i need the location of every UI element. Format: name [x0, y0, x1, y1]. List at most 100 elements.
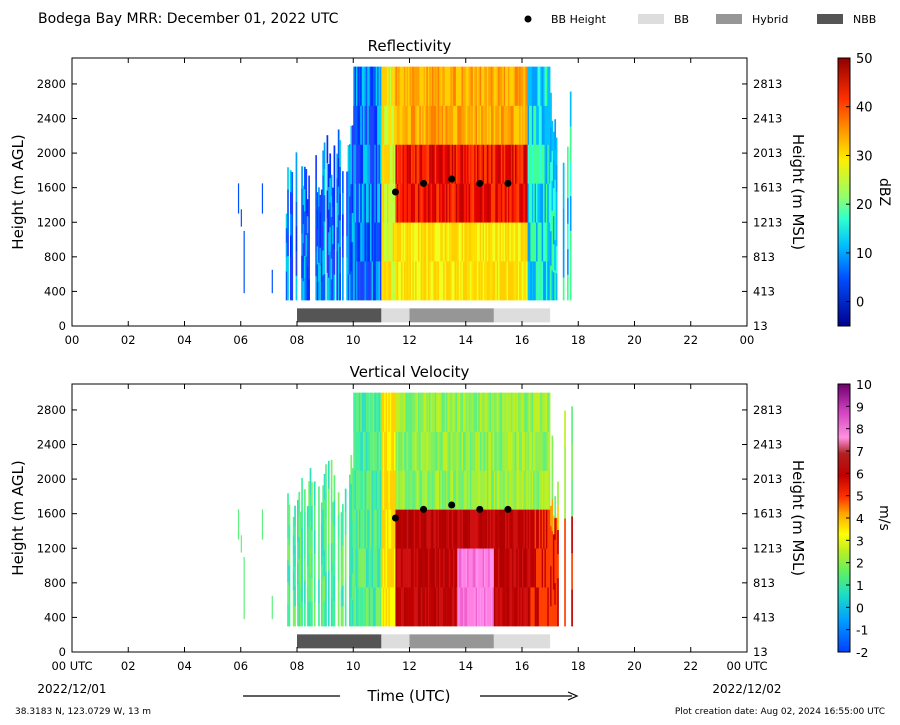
colorbar-tick-label: 3	[856, 533, 864, 548]
x-tick-label: 22	[683, 333, 698, 347]
y-tick-label-right: 1213	[753, 541, 782, 555]
classification-nbb-bar	[297, 634, 382, 649]
colorbar-tick-label: 10	[856, 377, 872, 392]
x-tick-label: 12	[402, 333, 417, 347]
colorbar-tick-label: 9	[856, 399, 864, 414]
colorbar-tick-label: 6	[856, 466, 864, 481]
start-date: 2022/12/01	[37, 682, 106, 696]
radar-data	[237, 66, 572, 301]
y-tick-label-right: 2813	[753, 77, 782, 91]
legend-swatch-bb	[638, 14, 664, 24]
classification-hybrid-bar	[409, 308, 494, 323]
x-tick-label: 12	[402, 659, 417, 673]
bb-height-point	[504, 505, 512, 513]
x-tick-label: 02	[121, 333, 136, 347]
classification-bb-bar	[381, 634, 410, 649]
x-tick-label: 00	[740, 333, 755, 347]
y-tick-label: 1200	[37, 215, 66, 229]
x-tick-label: 08	[290, 333, 305, 347]
x-tick-label: 00 UTC	[51, 659, 92, 673]
legend-dot-bb-height	[524, 15, 532, 23]
classification-bb-bar	[381, 308, 410, 323]
legend-label: BB Height	[551, 13, 607, 26]
colorbar-tick-label: 0	[856, 600, 864, 615]
x-tick-label: 04	[177, 659, 192, 673]
y-tick-label: 1600	[37, 507, 66, 521]
y-tick-label: 800	[44, 576, 66, 590]
y-tick-label: 0	[59, 645, 66, 659]
x-tick-label: 06	[233, 659, 248, 673]
x-tick-label: 20	[627, 659, 642, 673]
x-tick-label: 16	[515, 659, 530, 673]
plot-creation-date: Plot creation date: Aug 02, 2024 16:55:0…	[675, 707, 885, 717]
x-tick-label: 14	[458, 333, 473, 347]
y-tick-label-right: 1613	[753, 181, 782, 195]
station-location: 38.3183 N, 123.0729 W, 13 m	[15, 707, 151, 717]
time-axis-label: Time (UTC)	[367, 687, 451, 705]
colorbar-tick-label: 7	[856, 444, 864, 459]
colorbar-tick-label: 20	[856, 198, 873, 213]
colorbar-tick-label: 5	[856, 489, 864, 504]
legend-swatch-nbb	[817, 14, 843, 24]
y-tick-label-right: 813	[753, 576, 775, 590]
legend-label: Hybrid	[752, 13, 788, 26]
y-tick-label: 2400	[37, 438, 66, 452]
panel-title: Vertical Velocity	[350, 363, 470, 381]
classification-nbb-bar	[297, 308, 382, 323]
y-tick-label-right: 1613	[753, 507, 782, 521]
x-tick-label: 08	[290, 659, 305, 673]
x-tick-label: 16	[515, 333, 530, 347]
colorbar-tick-label: 30	[856, 149, 873, 164]
colorbar-tick-label: 8	[856, 422, 864, 437]
x-tick-label: 10	[346, 659, 361, 673]
colorbar-tick-label: 10	[856, 247, 873, 262]
y-tick-label-right: 813	[753, 250, 775, 264]
y-tick-label: 400	[44, 610, 66, 624]
bb-height-point	[420, 505, 428, 513]
bb-height-point	[476, 505, 484, 513]
x-tick-label: 18	[571, 659, 586, 673]
colorbar-tick-label: 40	[856, 101, 873, 116]
bb-height-point	[476, 179, 484, 187]
bb-height-point	[504, 179, 512, 187]
y-tick-label-right: 13	[753, 319, 768, 333]
y-tick-label: 2000	[37, 472, 66, 486]
time-arrow-head	[567, 691, 579, 701]
bb-height-point	[391, 514, 399, 522]
x-tick-label: 20	[627, 333, 642, 347]
colorbar-tick-label: 50	[856, 52, 873, 67]
x-tick-label: 04	[177, 333, 192, 347]
legend-label: BB	[674, 13, 689, 26]
y-tick-label-right: 13	[753, 645, 768, 659]
colorbar-tick-label: 1	[856, 578, 864, 593]
colorbar-tick-label: 2	[856, 556, 864, 571]
y-tick-label-right: 2013	[753, 146, 782, 160]
x-tick-label: 18	[571, 333, 586, 347]
x-tick-label: 14	[458, 659, 473, 673]
x-tick-label: 00 UTC	[726, 659, 767, 673]
y-tick-label-right: 1213	[753, 215, 782, 229]
y-tick-label: 2400	[37, 112, 66, 126]
y-tick-label-right: 413	[753, 284, 775, 298]
x-tick-label: 22	[683, 659, 698, 673]
colorbar-tick-label: -1	[856, 623, 868, 638]
colorbar-label: m/s	[876, 505, 892, 531]
classification-bb-bar	[493, 308, 551, 323]
y-tick-label: 800	[44, 250, 66, 264]
legend-swatch-hybrid	[716, 14, 742, 24]
y-tick-label-right: 413	[753, 610, 775, 624]
colorbar	[837, 57, 851, 327]
x-tick-label: 00	[65, 333, 80, 347]
bb-height-point	[420, 179, 428, 187]
y-tick-label: 2000	[37, 146, 66, 160]
figure-title: Bodega Bay MRR: December 01, 2022 UTC	[38, 11, 339, 27]
bb-height-point	[391, 188, 399, 196]
x-tick-label: 06	[233, 333, 248, 347]
y-tick-label: 2800	[37, 77, 66, 91]
radar-data	[237, 392, 573, 627]
colorbar-tick-label: -2	[856, 645, 868, 660]
colorbar-tick-label: 4	[856, 511, 864, 526]
